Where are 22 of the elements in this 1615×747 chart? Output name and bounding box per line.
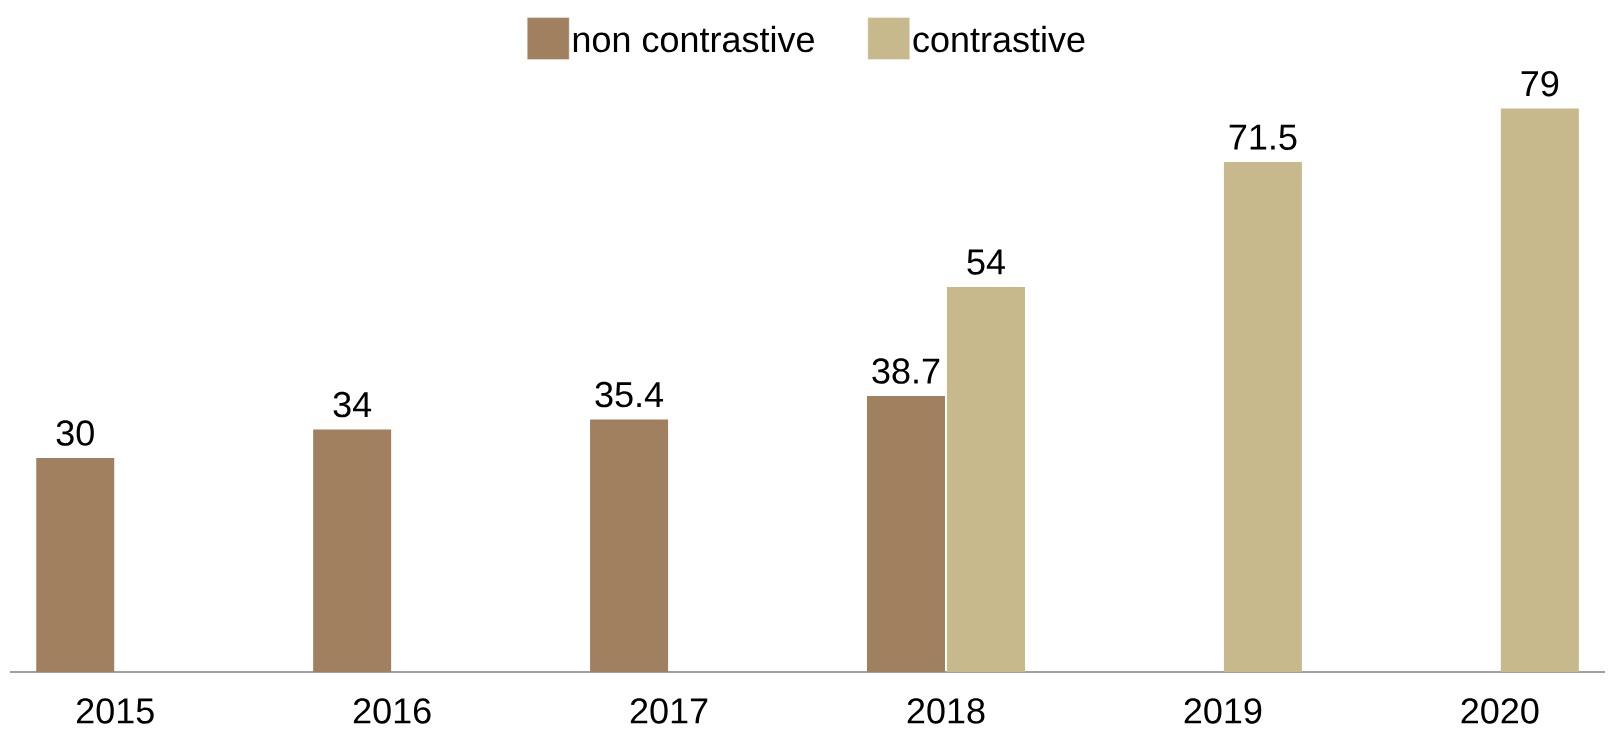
- bar: [590, 419, 669, 672]
- x-tick-label: 2018: [907, 698, 985, 724]
- bar: [1500, 108, 1579, 672]
- data-label: 54: [967, 249, 1005, 275]
- x-tick-label: 2020: [1461, 698, 1539, 724]
- legend-label: non contrastive: [573, 25, 814, 53]
- x-tick-label: 2017: [630, 698, 708, 724]
- data-label: 34: [333, 391, 372, 418]
- bar: [946, 286, 1025, 672]
- x-tick-label: 2019: [1184, 698, 1262, 724]
- data-label: 38.7: [872, 358, 940, 384]
- bar: [866, 396, 945, 672]
- bar: [313, 429, 392, 672]
- x-tick-label: 2015: [77, 698, 154, 724]
- data-label: 30: [56, 420, 94, 446]
- data-label: 71.5: [1229, 124, 1297, 150]
- legend-label: contrastive: [913, 25, 1085, 53]
- bar: [36, 458, 115, 672]
- bar: [1223, 162, 1302, 672]
- data-label: 79: [1521, 70, 1559, 97]
- x-tick-label: 2016: [353, 698, 431, 724]
- data-label: 35.4: [595, 381, 664, 408]
